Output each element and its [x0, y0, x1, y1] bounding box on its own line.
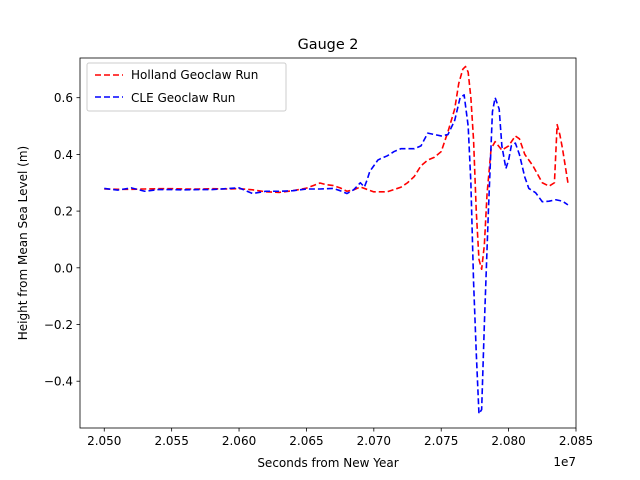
y-tick-label: 0.0 — [54, 261, 73, 275]
x-tick-label: 2.075 — [424, 434, 458, 448]
chart-title: Gauge 2 — [298, 37, 359, 53]
y-tick-label: −0.2 — [44, 318, 73, 332]
y-tick-label: 0.2 — [54, 205, 73, 219]
y-tick-label: −0.4 — [44, 375, 73, 389]
legend-label-cle: CLE Geoclaw Run — [131, 91, 235, 105]
x-axis: 2.050 2.055 2.060 2.065 2.070 2.075 2.080 2.085 — [87, 428, 593, 448]
axes-frame — [79, 57, 577, 429]
series-line-cle — [104, 94, 569, 415]
x-tick-label: 2.060 — [222, 434, 256, 448]
legend-label-holland: Holland Geoclaw Run — [131, 68, 258, 82]
x-axis-offset-label: 1e7 — [553, 455, 576, 469]
x-tick-label: 2.085 — [559, 434, 593, 448]
series-layer — [104, 65, 569, 415]
y-tick-label: 0.6 — [54, 91, 73, 105]
y-tick-label: 0.4 — [54, 148, 73, 162]
y-axis-label: Height from Mean Sea Level (m) — [16, 146, 30, 340]
x-tick-label: 2.050 — [87, 434, 121, 448]
legend-box — [86, 62, 287, 112]
x-tick-label: 2.080 — [491, 434, 525, 448]
y-axis: −0.4 −0.2 0.0 0.2 0.4 0.6 — [44, 91, 80, 389]
x-tick-label: 2.065 — [289, 434, 323, 448]
x-axis-label: Seconds from New Year — [257, 456, 398, 470]
x-tick-label: 2.070 — [357, 434, 391, 448]
legend: Holland Geoclaw Run CLE Geoclaw Run — [86, 62, 287, 112]
x-tick-label: 2.055 — [154, 434, 188, 448]
